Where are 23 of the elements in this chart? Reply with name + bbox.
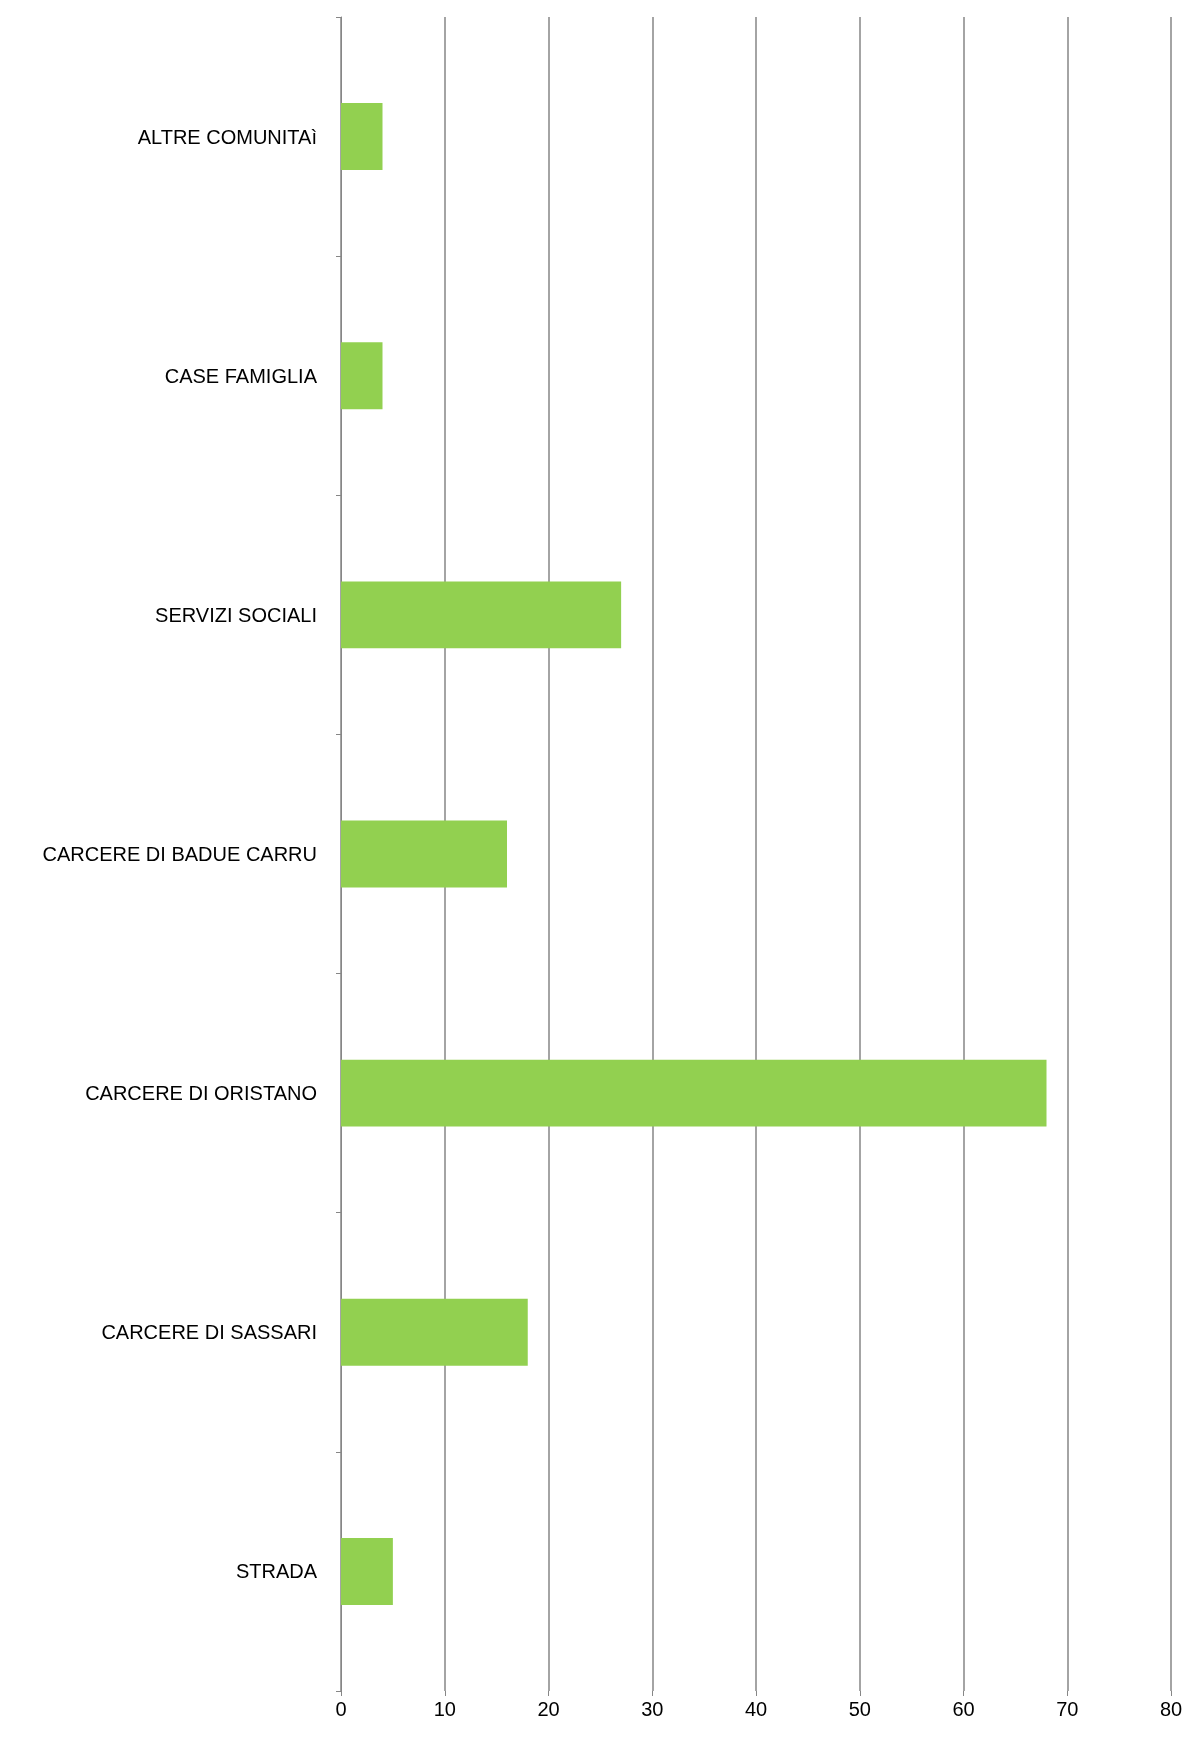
y-tick-label: STRADA xyxy=(235,1560,318,1583)
x-tick-label: 40 xyxy=(744,1698,768,1720)
bar xyxy=(341,1059,1047,1127)
x-tick-label: 30 xyxy=(641,1698,664,1720)
y-tick-label: CARCERE DI ORISTANO xyxy=(85,1082,317,1105)
y-tick-label: CARCERE DI BADUE CARRU xyxy=(42,843,317,865)
y-tick-label: CASE FAMIGLIA xyxy=(164,364,318,387)
bar xyxy=(341,342,383,410)
x-tick-label: 60 xyxy=(952,1698,975,1720)
x-tick-label: 20 xyxy=(537,1698,560,1720)
y-tick-label: ALTRE COMUNITAì xyxy=(137,125,317,148)
y-tick-label: SERVIZI SOCIALI xyxy=(155,603,317,626)
x-tick-label: 50 xyxy=(848,1698,871,1720)
x-tick-label: 0 xyxy=(335,1698,347,1720)
bar xyxy=(341,581,622,649)
x-tick-label: 70 xyxy=(1056,1698,1079,1720)
bar xyxy=(341,1537,393,1605)
bar xyxy=(341,103,383,171)
bar xyxy=(341,1298,528,1366)
x-tick-label: 10 xyxy=(433,1698,456,1720)
x-tick-label: 80 xyxy=(1159,1698,1183,1720)
y-tick-label: CARCERE DI SASSARI xyxy=(101,1321,317,1344)
bar xyxy=(341,820,507,888)
